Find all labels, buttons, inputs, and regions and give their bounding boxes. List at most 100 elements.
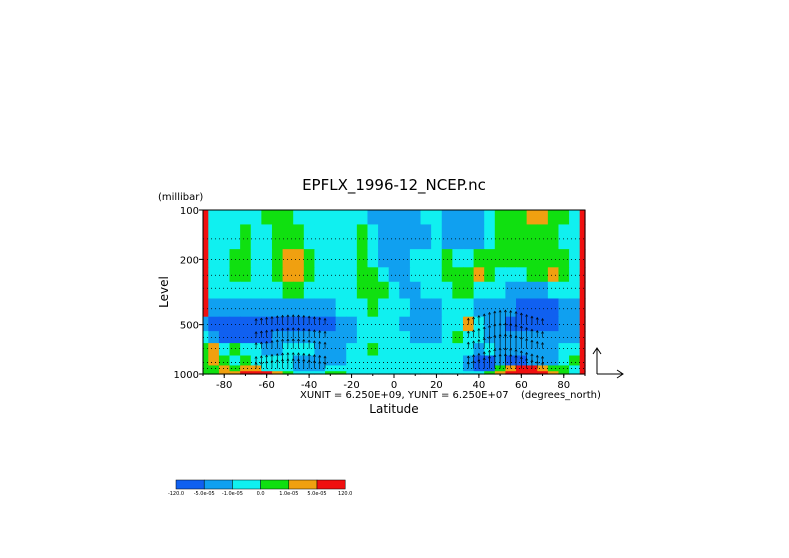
field-cell [293,210,305,226]
vector-arrowhead [466,355,470,359]
field-cell [409,281,422,300]
field-cell [303,249,316,268]
field-cell [367,371,379,375]
field-cell [452,331,464,344]
field-cell [325,343,337,357]
vector-arrowhead [297,338,300,342]
field-cell [261,267,273,283]
field-cell [420,365,432,372]
field-cell [516,210,528,226]
vector-arrowhead [265,316,269,320]
field-cell [526,267,538,283]
field-cell [203,371,209,375]
field-cell [218,298,231,318]
field-cell [441,343,453,357]
scale-note: XUNIT = 6.250E+09, YUNIT = 6.250E+07 [300,390,509,401]
field-cell [484,249,496,268]
vector-arrowhead [254,318,258,321]
field-cell [314,371,326,375]
vector-arrowhead [466,341,470,345]
field-cell [537,210,549,226]
field-cell [420,281,432,300]
field-cell [335,331,347,344]
vector-arrowhead [530,339,534,343]
field-cell [203,365,209,372]
field-cell [441,281,453,300]
y-axis-label: Level [157,276,171,308]
x-ticks: -80 -60 -40 -20 0 20 40 60 80 [202,374,586,391]
vector-arrowhead [302,327,306,331]
field-cell [431,331,443,344]
field-cell [271,267,284,283]
field-cell [388,281,400,300]
field-cell [388,365,400,372]
vector-arrowhead [307,315,311,319]
vector-arrowhead [472,340,476,344]
field-cell [505,267,517,283]
field-cell [537,365,549,372]
field-cell [303,343,316,357]
field-cell [399,249,411,268]
vector-arrowhead [525,351,529,355]
field-cell [208,365,220,372]
field-cell [484,267,496,283]
field-cell [293,267,305,283]
field-cell [516,249,528,268]
vector-arrowhead [270,315,274,319]
vector-arrowhead [318,330,322,333]
field-cell [303,281,316,300]
field-cell [367,298,379,318]
field-cell [462,267,475,283]
field-cell [261,281,273,300]
field-cell [250,343,262,357]
reference-arrowhead-horizontal [616,369,624,379]
field-cell [346,355,358,367]
field-cell [282,355,294,367]
field-cell [526,298,538,318]
vector-arrowhead [312,354,316,357]
vector-arrowhead [525,327,529,330]
vector-arrowhead [312,340,316,343]
vector-arrowhead [265,329,269,333]
field-cell [250,298,262,318]
field-cell [409,298,422,318]
vector-arrowhead [530,328,534,332]
field-cell [569,331,581,344]
field-cell [346,210,358,226]
field-cell [547,365,560,372]
vector-arrowhead [493,348,497,352]
field-cell [378,224,390,250]
field-cell [399,281,411,300]
field-cell [462,281,475,300]
field-cell [203,298,209,318]
vector-arrowhead [281,352,285,356]
field-cell [516,267,528,283]
field-cell [229,298,241,318]
field-cell [218,343,231,357]
epflux-vectors [254,309,545,369]
field-cell [516,371,528,375]
field-cell [250,224,262,250]
field-cell [452,365,464,372]
field-cell [293,371,305,375]
field-cell [203,343,209,357]
field-cell [325,365,337,372]
vector-arrowhead [541,355,545,359]
field-cell [203,316,209,332]
field-cell [218,331,231,344]
field-cell [537,267,549,283]
vector-arrowhead [466,317,470,321]
y-tick-label: 200 [180,255,199,266]
vector-arrowhead [519,312,523,316]
field-cell [293,316,305,332]
field-cell [473,210,485,226]
field-cell [569,224,581,250]
field-cell [537,298,549,318]
field-cell [579,210,586,226]
field-cell [388,298,400,318]
x-tick-label: -20 [343,380,359,391]
field-cell [420,343,432,357]
field-cell [325,355,337,367]
field-cell [303,298,316,318]
field-cell [335,355,347,367]
